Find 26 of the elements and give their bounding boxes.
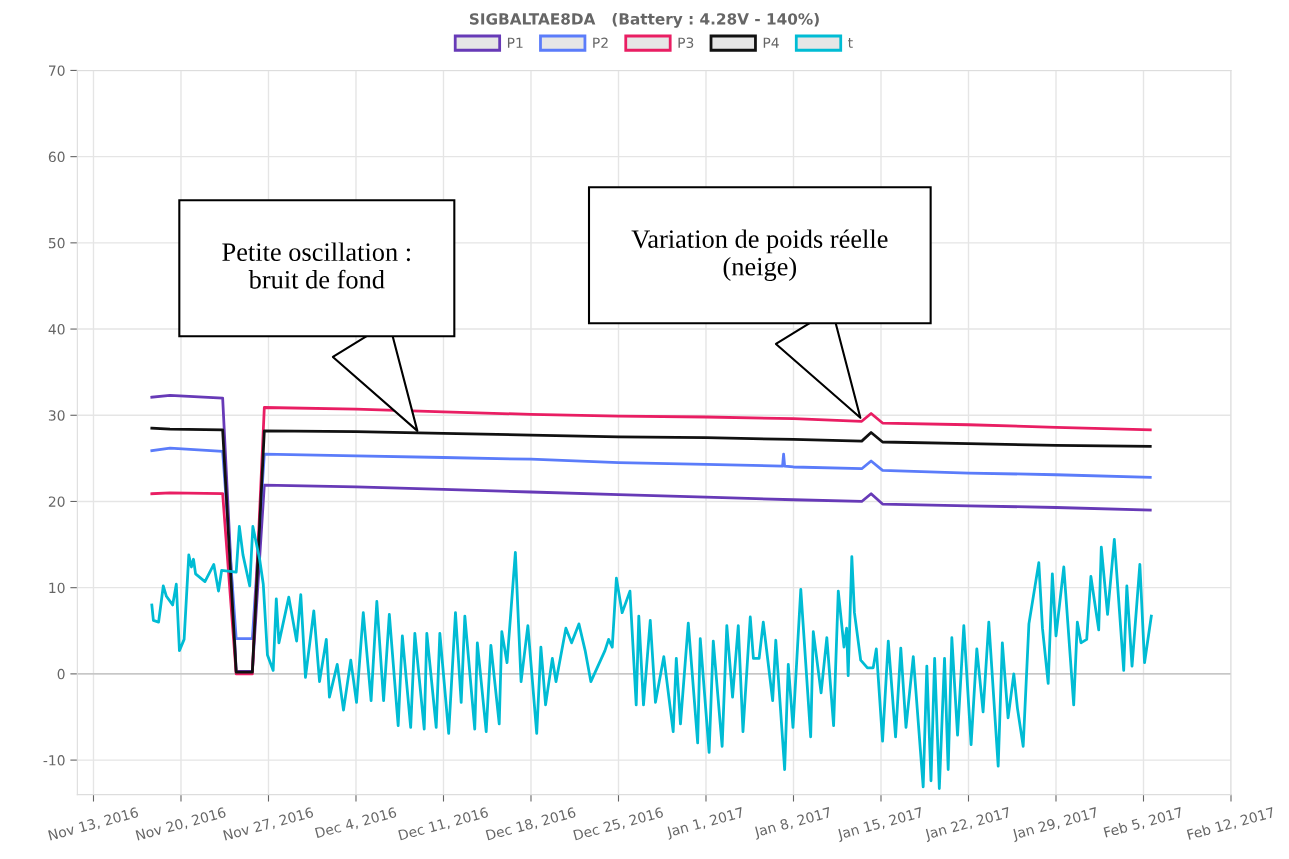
y-tick-label: 20 xyxy=(48,496,65,507)
annotation: Petite oscillation : bruit de fond xyxy=(222,242,410,289)
legend-label: P2 xyxy=(593,37,608,48)
y-tick-label: -10 xyxy=(43,755,65,766)
annotation: Variation de poids réelle (neige) xyxy=(631,229,888,282)
y-tick-label: 10 xyxy=(49,582,65,594)
chart-title: SIGBALTAE8DA (Battery : 4.28V - 140%) xyxy=(469,12,819,28)
x-tick-label: Feb 5, 2017 xyxy=(1103,806,1184,840)
x-tick-label: Jan 15, 2017 xyxy=(836,806,924,843)
y-tick-label: 50 xyxy=(48,237,65,249)
line-series xyxy=(150,525,1153,790)
legend-label: P1 xyxy=(507,37,523,48)
x-tick-label: Jan 8, 2017 xyxy=(753,806,833,840)
y-tick-label: 40 xyxy=(48,324,65,335)
y-tick-label: 60 xyxy=(48,151,65,163)
legend-label: P4 xyxy=(763,37,779,48)
legend-label: P3 xyxy=(678,37,694,49)
x-tick-label: Jan 29, 2017 xyxy=(1011,806,1099,843)
legend-label: t xyxy=(848,38,853,48)
x-tick-label: Jan 22, 2017 xyxy=(923,806,1012,843)
y-tick-label: 0 xyxy=(57,668,65,680)
x-tick-label: Dec 4, 2016 xyxy=(314,806,398,840)
x-tick-label: Jan 1, 2017 xyxy=(665,806,745,840)
y-tick-label: 30 xyxy=(48,410,65,421)
x-tick-label: Feb 12, 2017 xyxy=(1186,806,1276,842)
y-tick-label: 70 xyxy=(49,65,65,76)
